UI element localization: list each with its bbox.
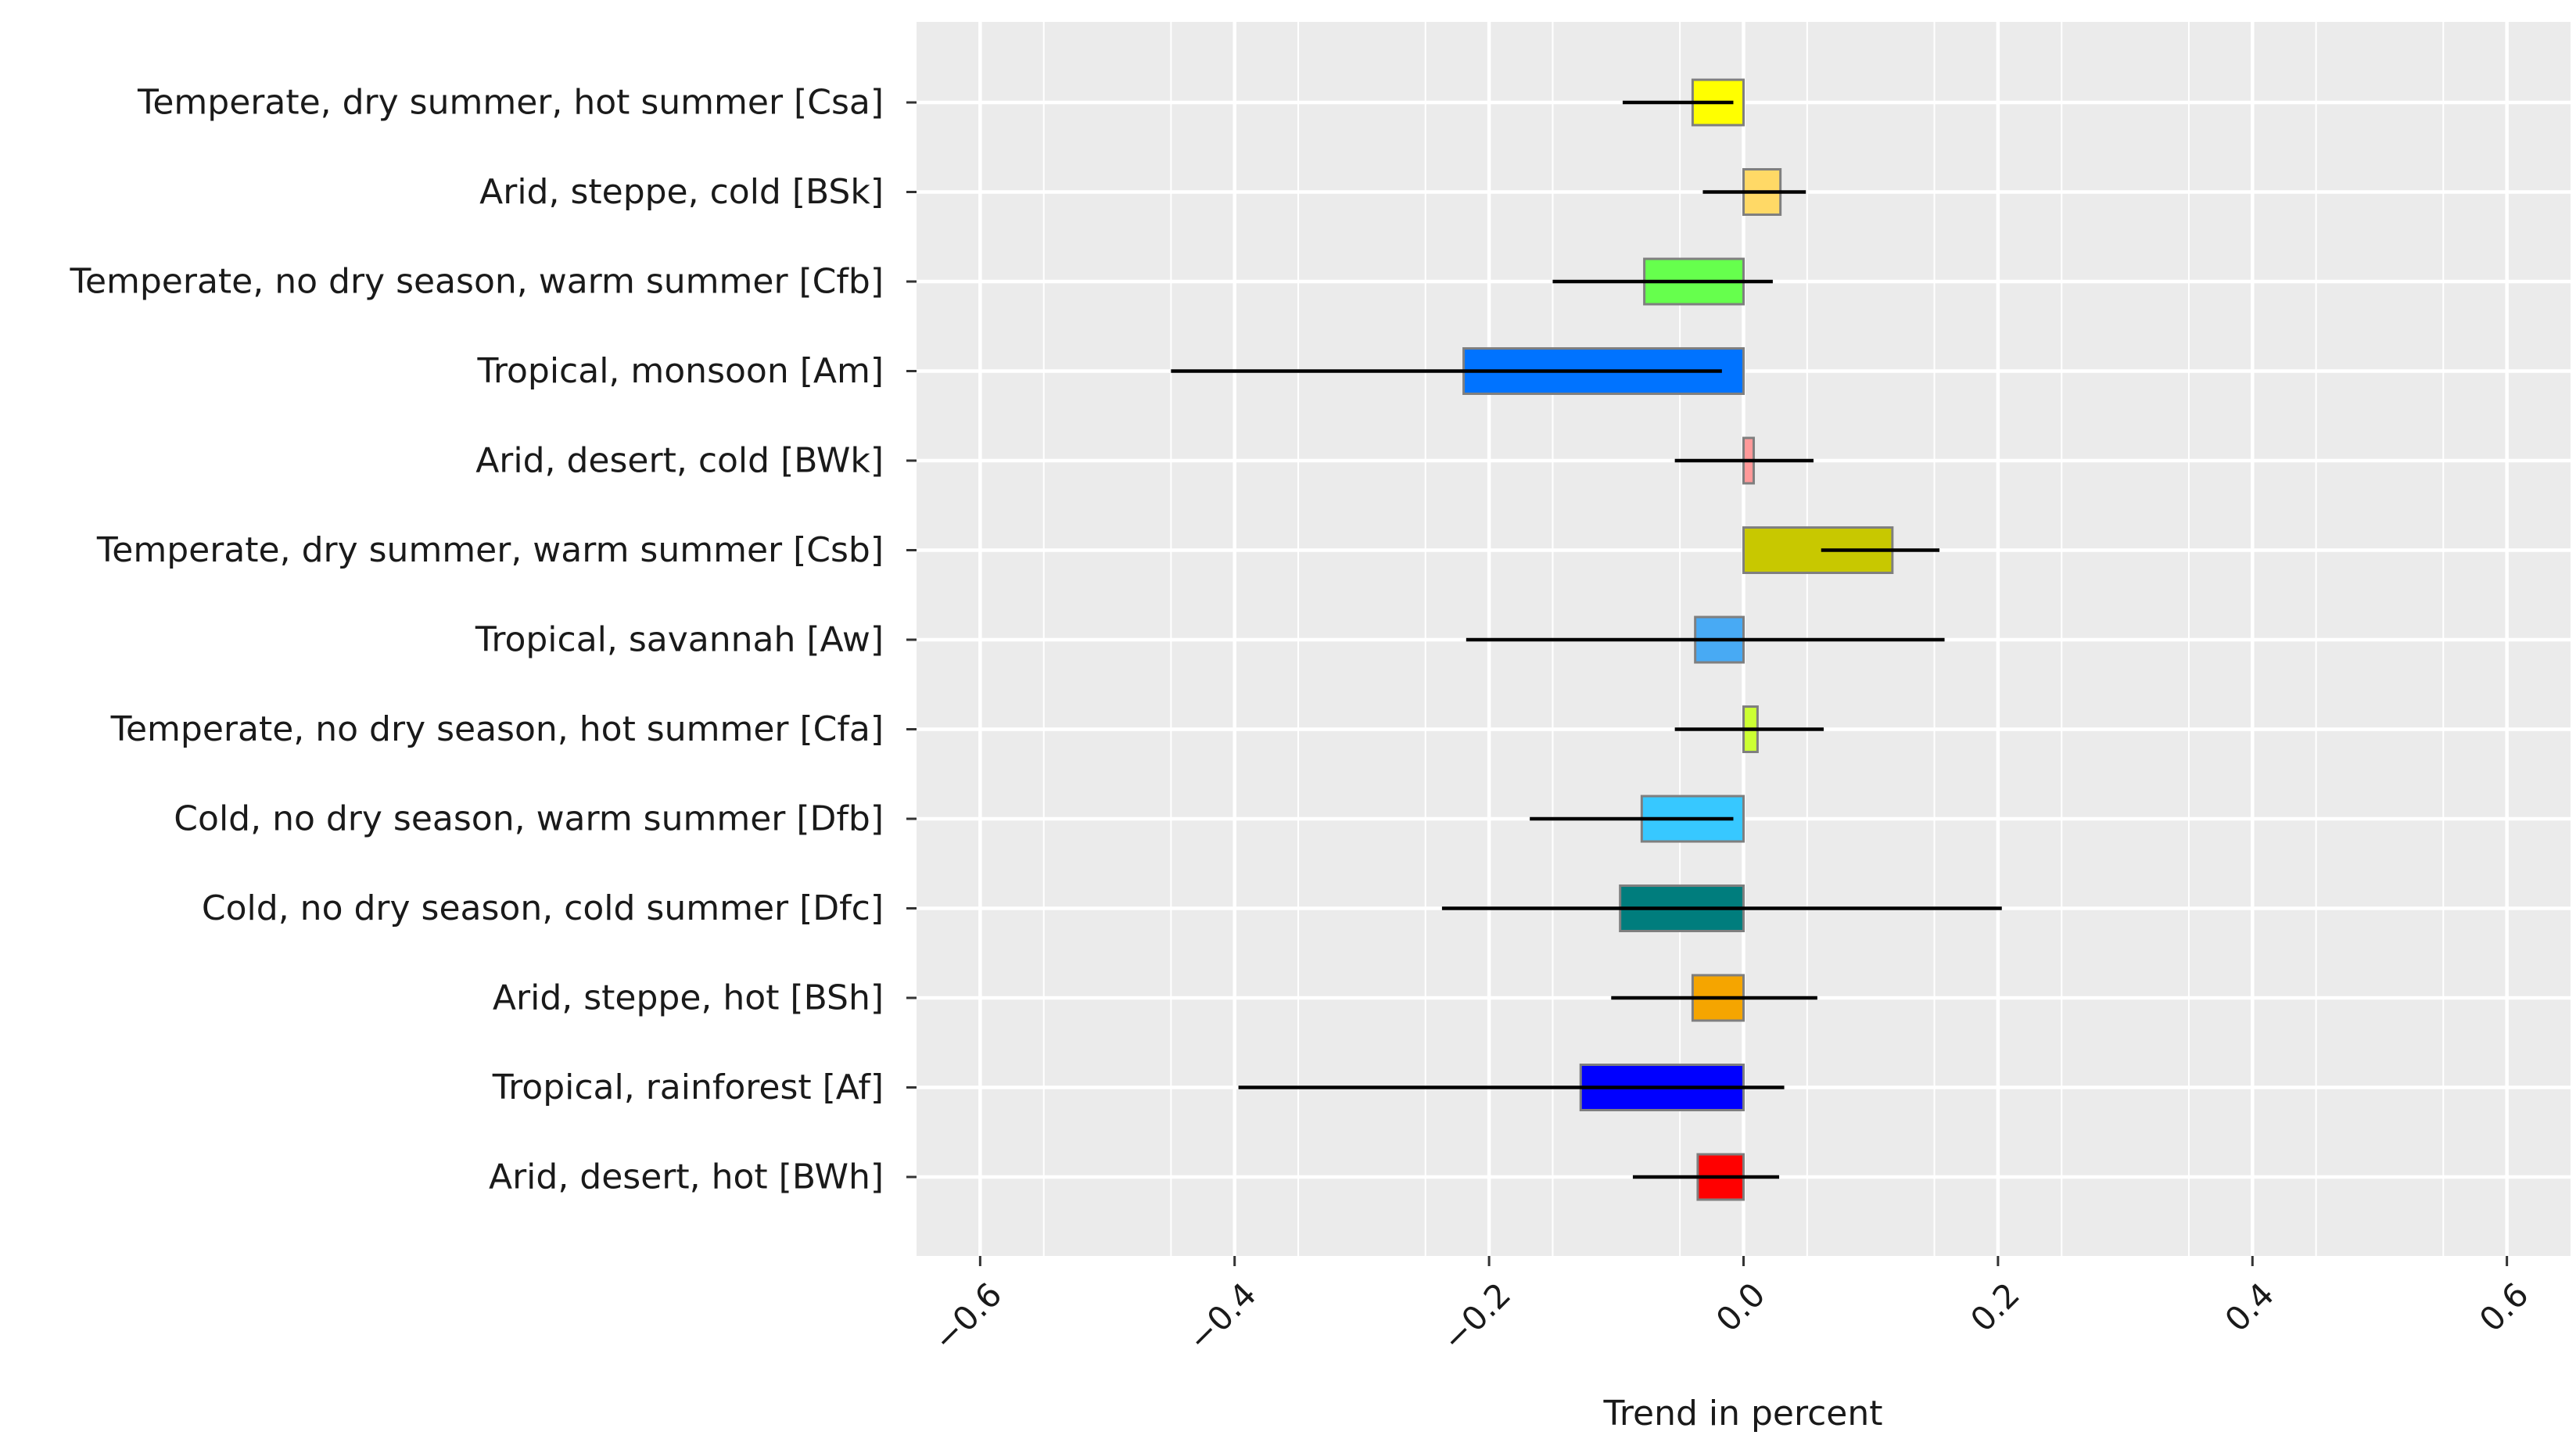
category-label: Arid, desert, hot [BWh] [489, 1157, 884, 1197]
category-label: Cold, no dry season, warm summer [Dfb] [174, 799, 884, 839]
x-tick-label: 0.6 [2472, 1275, 2536, 1339]
category-label: Arid, steppe, cold [BSk] [479, 172, 884, 212]
x-tick-label: 0.0 [1709, 1275, 1773, 1339]
x-tick-label: −0.2 [1434, 1275, 1518, 1358]
category-label: Arid, desert, cold [BWk] [475, 441, 884, 481]
category-label: Tropical, rainforest [Af] [492, 1067, 884, 1107]
y-axis: Temperate, dry summer, hot summer [Csa] A… [70, 83, 917, 1197]
category-label: Tropical, monsoon [Am] [476, 351, 884, 391]
x-tick-label: 0.4 [2218, 1275, 2282, 1339]
category-label: Arid, steppe, hot [BSh] [493, 978, 884, 1018]
x-tick-label: 0.2 [1963, 1275, 2027, 1339]
category-label: Tropical, savannah [Aw] [475, 620, 884, 660]
x-axis-title: Trend in percent [1602, 1394, 1882, 1433]
category-label: Temperate, no dry season, hot summer [Cf… [110, 709, 884, 749]
error-bars [1171, 100, 2002, 1179]
category-label: Cold, no dry season, cold summer [Dfc] [202, 888, 884, 928]
category-label: Temperate, dry summer, hot summer [Csa] [137, 83, 884, 123]
x-tick-label: −0.6 [926, 1275, 1010, 1358]
category-label: Temperate, no dry season, warm summer [C… [70, 262, 884, 302]
x-axis: −0.6 −0.4 −0.2 0.0 0.2 0.4 0.6 [926, 1256, 2536, 1358]
category-label: Temperate, dry summer, warm summer [Csb] [96, 530, 884, 570]
x-tick-label: −0.4 [1180, 1275, 1264, 1358]
